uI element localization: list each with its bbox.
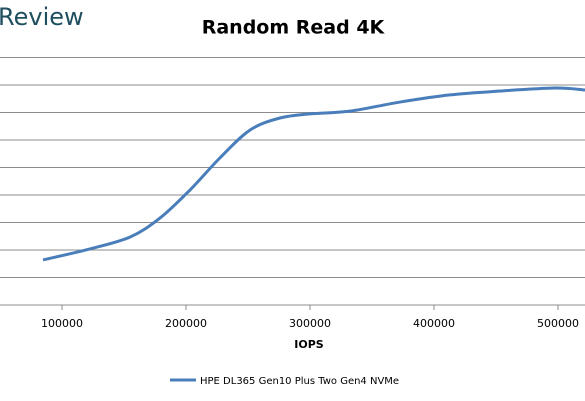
x-tick-label: 300000 — [289, 317, 331, 330]
x-tick-label: 100000 — [41, 317, 83, 330]
x-tick-label: 400000 — [413, 317, 455, 330]
series-line — [42, 86, 585, 262]
chart-title: Random Read 4K — [202, 17, 386, 39]
x-axis-label: IOPS — [294, 338, 324, 351]
brand-logo: Review — [0, 3, 84, 31]
x-tick-label: 200000 — [165, 317, 207, 330]
x-tick-label: 500000 — [537, 317, 579, 330]
legend-label: HPE DL365 Gen10 Plus Two Gen4 NVMe — [200, 376, 399, 387]
